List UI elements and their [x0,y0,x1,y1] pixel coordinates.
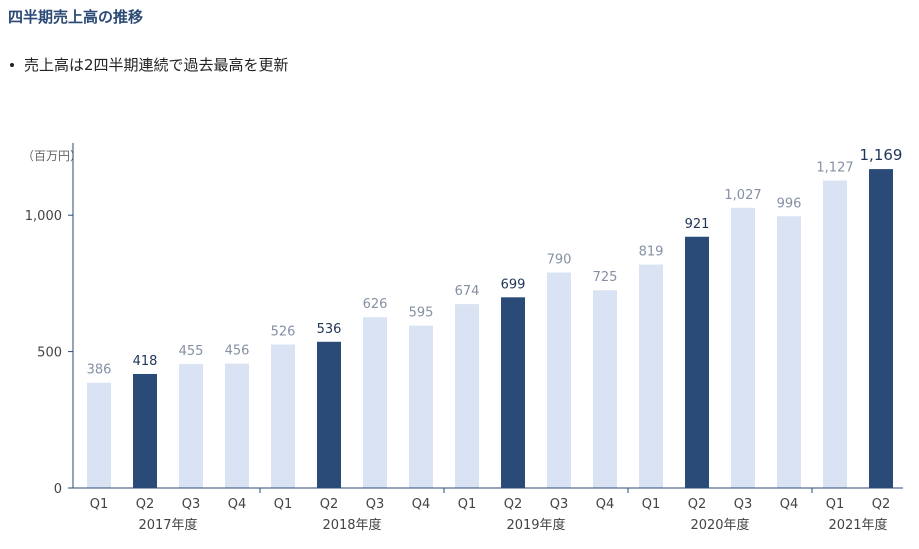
x-tick-label: Q1 [458,497,477,512]
bar-value-label: 725 [593,270,618,285]
bar [179,363,203,488]
x-tick-label: Q3 [182,497,201,512]
bar [363,317,387,488]
bar-value-label: 595 [409,306,434,321]
bar-value-label: 699 [501,277,526,292]
x-tick-label: Q1 [642,497,661,512]
x-tick-label: Q4 [596,497,615,512]
x-tick-label: Q3 [550,497,569,512]
bar-value-label: 456 [225,344,250,359]
y-unit-label: （百万円） [22,149,82,163]
bar-value-label: 1,027 [724,188,761,203]
x-tick-label: Q1 [826,497,845,512]
bars [87,169,893,489]
bar-value-label: 526 [271,325,296,340]
year-group-label: 2020年度 [690,517,749,533]
x-tick-label: Q3 [366,497,385,512]
year-group-label: 2021年度 [828,517,887,533]
x-axis: Q1 Q2 Q3 Q4 Q1 Q2 Q3 Q4 Q1 Q2 Q3 Q4 Q1 Q2 Q3 Q4 Q1 Q2 2017… [73,487,903,533]
bar [87,382,111,488]
bar [133,373,157,488]
bar-value-label: 536 [317,322,342,337]
bar-value-label: 1,127 [816,161,853,176]
bullet-item: 売上高は2四半期連続で過去最高を更新 [8,54,289,75]
bar [455,304,479,488]
year-group-label: 2019年度 [506,517,565,533]
x-tick-label: Q2 [136,497,155,512]
bar-value-label: 386 [87,363,112,378]
bar-value-label: 674 [455,284,480,299]
value-labels: 386 418 455 456 526 536 626 595 674 699 790 725 819 9… [87,146,903,378]
bar [593,290,617,488]
bar [823,180,847,489]
bar [225,363,249,488]
bar [639,264,663,488]
bar [547,272,571,488]
x-tick-label: Q2 [872,497,891,512]
x-tick-label: Q1 [90,497,109,512]
bar-value-label: 819 [639,245,664,260]
bar [869,169,893,488]
bar [731,207,755,488]
bar [501,297,525,488]
year-group-label: 2018年度 [322,517,381,533]
bullet-dot-icon [10,62,14,67]
bar-value-label: 996 [777,196,802,211]
x-tick-label: Q2 [688,497,707,512]
bar-value-label: 455 [179,344,204,359]
bar [317,341,341,488]
x-tick-label: Q2 [504,497,523,512]
bullet-text: 売上高は2四半期連続で過去最高を更新 [24,56,289,74]
x-tick-label: Q1 [274,497,293,512]
x-tick-label: Q2 [320,497,339,512]
y-tick-label: 0 [54,482,62,497]
x-tick-label: Q4 [780,497,799,512]
y-tick-label: 1,000 [25,209,62,224]
bar-value-label: 626 [363,297,388,312]
bar [409,325,433,488]
bar-value-label: 418 [133,354,158,369]
bar-value-label: 1,169 [860,146,903,164]
bar-value-label: 790 [547,252,572,267]
bar [777,216,801,488]
x-tick-label: Q4 [412,497,431,512]
y-tick-label: 500 [37,346,62,361]
year-group-label: 2017年度 [138,517,197,533]
bar [271,344,295,488]
y-axis: 0 500 1,000 [25,143,74,497]
x-tick-label: Q4 [228,497,247,512]
x-tick-label: Q3 [734,497,753,512]
bar [685,236,709,488]
bar-value-label: 921 [685,217,710,232]
page-title: 四半期売上高の推移 [8,8,144,26]
